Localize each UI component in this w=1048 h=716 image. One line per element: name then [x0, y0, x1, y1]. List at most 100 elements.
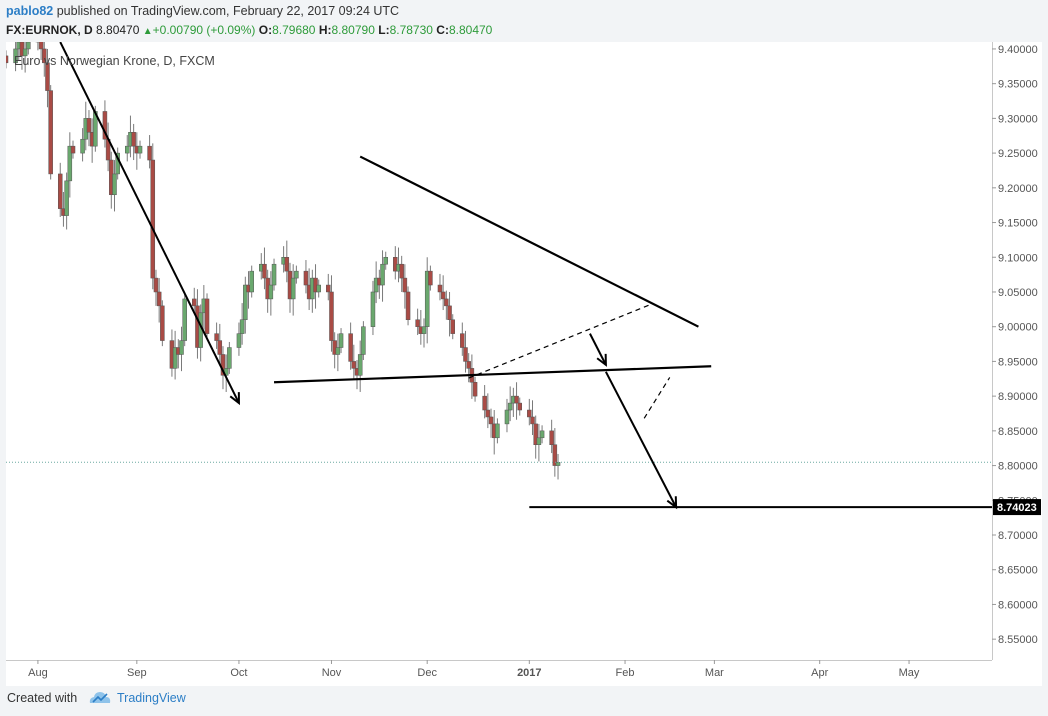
candle-body — [268, 284, 274, 300]
y-tick-label: 9.00000 — [998, 322, 1038, 334]
y-tick-label: 8.65000 — [998, 565, 1038, 577]
candle-body — [316, 284, 321, 293]
candle-body — [495, 423, 500, 439]
candle-body — [463, 347, 468, 362]
chart-panel[interactable]: 9.40000 9.35000 9.30000 9.25000 9.20000 9.150… — [6, 42, 1042, 686]
low-key: L: — [378, 23, 390, 37]
candle-body — [383, 257, 388, 265]
candle-body — [421, 326, 427, 334]
candle-body — [351, 361, 357, 369]
candle-body — [131, 132, 136, 147]
candle-body — [466, 361, 471, 369]
candle-body — [348, 333, 353, 362]
price-change: +0.00790 (+0.09%) — [152, 23, 256, 37]
candle-body — [380, 263, 385, 286]
candle-body — [437, 284, 443, 293]
open-value: 8.79680 — [272, 23, 316, 37]
candle-body — [549, 430, 554, 445]
candle-body — [424, 270, 430, 327]
candle-body — [530, 416, 535, 425]
drawn-arrow — [605, 371, 677, 508]
price-axis[interactable]: 9.40000 9.35000 9.30000 9.25000 9.20000 9.150… — [992, 44, 1038, 646]
candle-body — [147, 145, 152, 161]
y-tick-label: 9.30000 — [998, 113, 1038, 125]
candle-body — [370, 291, 376, 327]
x-tick-label: May — [899, 667, 920, 679]
y-tick-label: 8.55000 — [998, 634, 1038, 646]
candle-body — [552, 444, 558, 466]
open-key: O: — [258, 23, 273, 37]
x-tick-label: Dec — [417, 667, 437, 679]
candle-body — [22, 48, 28, 57]
y-tick-label: 9.20000 — [998, 183, 1038, 195]
candle-body — [482, 395, 487, 411]
author-link[interactable]: pablo82 — [6, 4, 54, 18]
y-tick-label: 8.85000 — [998, 426, 1038, 438]
trendline — [273, 365, 712, 384]
candle-body — [472, 381, 478, 397]
candle-body — [514, 395, 519, 404]
candle-body — [399, 263, 404, 279]
publish-line: pablo82 published on TradingView.com, Fe… — [6, 4, 399, 18]
candlestick-chart[interactable]: 9.40000 9.35000 9.30000 9.25000 9.20000 9.150… — [6, 42, 1042, 686]
time-axis[interactable]: Aug Sep Oct Nov Dec 2017 Feb Mar Apr May — [28, 660, 920, 679]
candle-body — [182, 298, 187, 341]
candle-body — [217, 340, 223, 355]
candle-body — [102, 111, 108, 140]
footer-bar: Created with TradingView — [0, 686, 1048, 716]
last-price: 8.80470 — [96, 23, 140, 37]
candle-body — [204, 298, 210, 334]
y-tick-label: 8.95000 — [998, 356, 1038, 368]
candle-body — [329, 291, 334, 341]
candle-body — [156, 291, 162, 307]
x-tick-label: Nov — [322, 667, 342, 679]
y-tick-label: 9.25000 — [998, 148, 1038, 160]
y-tick-label: 8.60000 — [998, 599, 1038, 611]
candle-body — [153, 277, 159, 293]
y-tick-label: 8.70000 — [998, 530, 1038, 542]
candle-body — [243, 284, 248, 321]
candle-body — [192, 298, 197, 307]
candle-body — [137, 145, 143, 154]
candle-body — [67, 145, 73, 182]
candle-body — [361, 326, 366, 355]
candle-body — [357, 354, 363, 376]
candle-body — [262, 263, 267, 279]
candle-body — [80, 138, 85, 154]
tradingview-brand-link[interactable]: TradingView — [117, 691, 186, 705]
x-tick-label: Oct — [230, 667, 247, 679]
candle-body — [447, 305, 452, 321]
up-triangle-icon: ▲ — [142, 26, 153, 37]
trendline — [359, 155, 699, 328]
y-tick-label: 9.05000 — [998, 287, 1038, 299]
candle-body — [6, 55, 9, 64]
candles-group — [6, 42, 561, 480]
candle-body — [179, 340, 184, 355]
candle-body — [86, 118, 92, 133]
candle-body — [64, 180, 69, 216]
dashed-trendline — [643, 377, 671, 419]
candle-body — [335, 347, 341, 355]
plot-area[interactable] — [6, 42, 992, 660]
candle-body — [440, 291, 446, 300]
annotations-group — [59, 42, 992, 510]
candle-body — [527, 409, 532, 418]
candle-body — [290, 277, 296, 300]
x-tick-label: Mar — [705, 667, 724, 679]
candle-body — [172, 347, 178, 369]
y-tick-label: 9.15000 — [998, 218, 1038, 230]
chart-title: Euro vs Norwegian Krone, D, FXCM — [14, 54, 215, 68]
tradingview-logo-icon[interactable] — [88, 689, 112, 707]
publish-info: published on TradingView.com, February 2… — [56, 4, 400, 18]
candle-body — [507, 402, 513, 411]
drawn-arrow — [589, 333, 607, 366]
candle-body — [271, 263, 277, 286]
candle-body — [428, 270, 433, 286]
candle-body — [236, 333, 242, 348]
candle-body — [125, 145, 130, 154]
candle-body — [460, 333, 465, 348]
candle-body — [415, 319, 420, 327]
drawn-arrow — [59, 42, 240, 404]
candle-body — [294, 270, 299, 279]
candle-body — [338, 333, 344, 348]
